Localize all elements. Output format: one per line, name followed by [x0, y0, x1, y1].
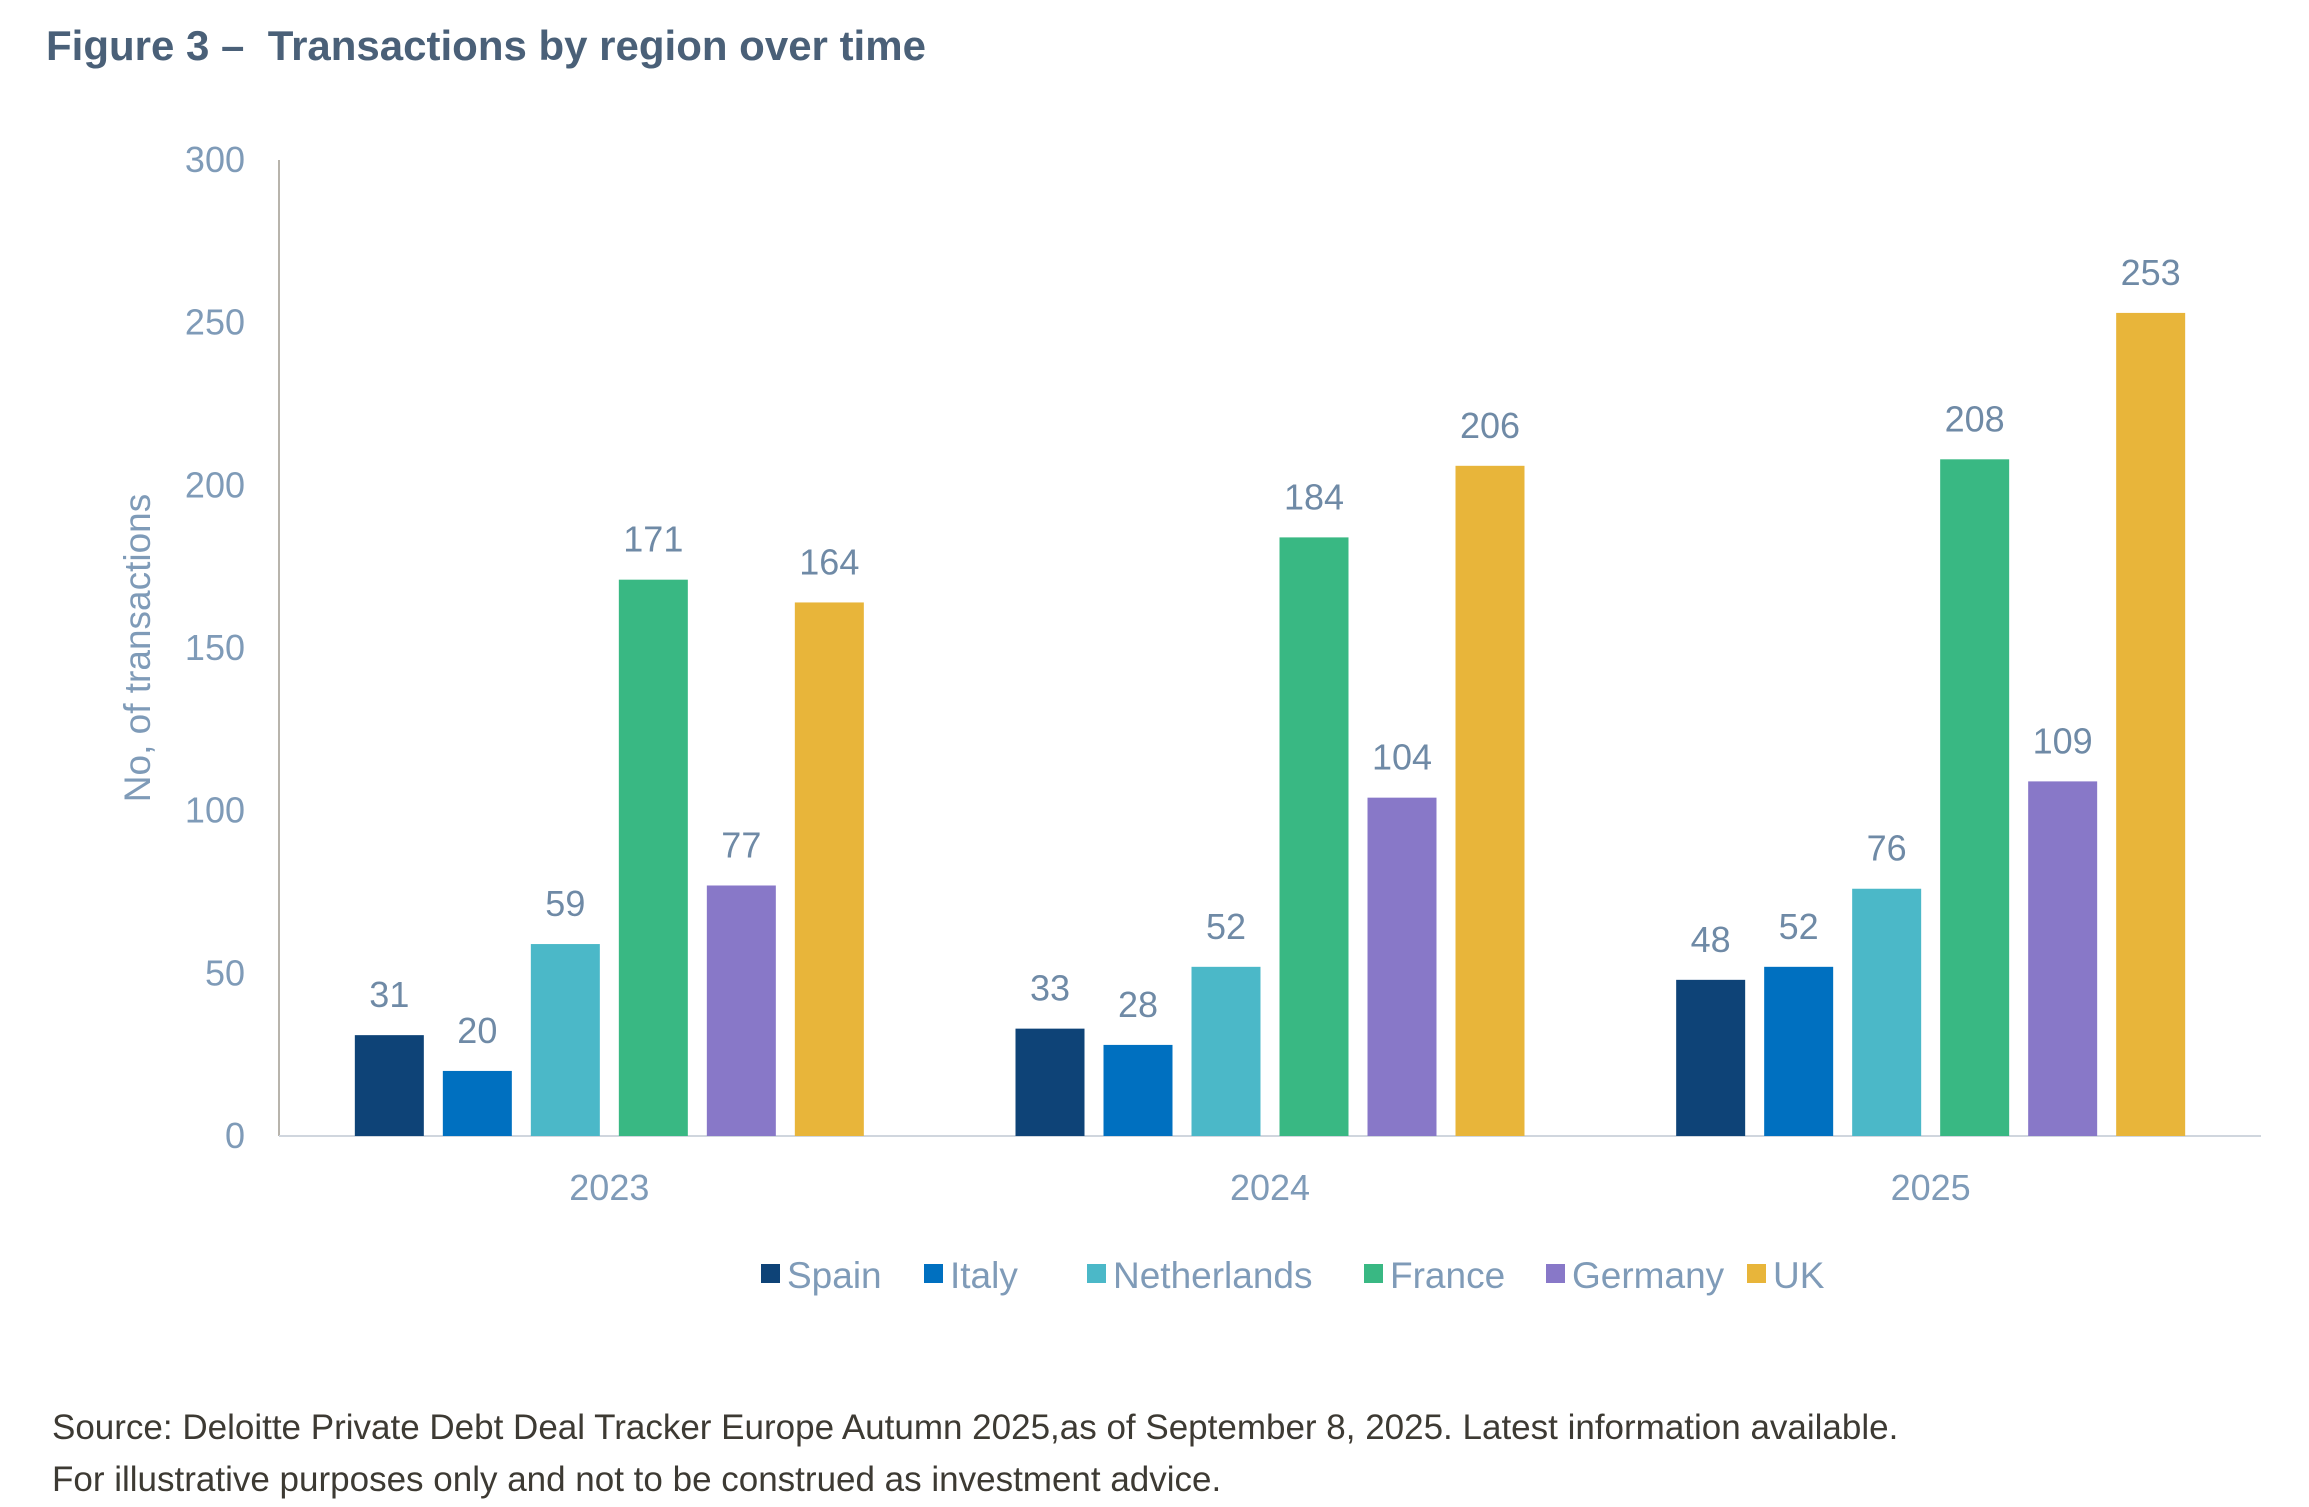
bar-france-2024	[1279, 537, 1349, 1136]
legend-swatch-france	[1364, 1264, 1383, 1283]
bar-uk-2025	[2116, 312, 2186, 1136]
data-label: 184	[1284, 476, 1344, 517]
bar-uk-2024	[1455, 465, 1525, 1136]
data-label: 31	[369, 974, 409, 1015]
y-tick-label: 250	[185, 302, 245, 343]
data-label: 164	[799, 541, 859, 582]
bar-spain-2025	[1676, 979, 1746, 1136]
legend-label-germany: Germany	[1572, 1255, 1725, 1296]
legend-label-france: France	[1390, 1255, 1505, 1296]
data-label: 52	[1779, 906, 1819, 947]
bar-italy-2025	[1764, 966, 1834, 1136]
source-note: Source: Deloitte Private Debt Deal Track…	[52, 1402, 1898, 1506]
legend-swatch-uk	[1747, 1264, 1766, 1283]
legend-swatch-italy	[924, 1264, 943, 1283]
data-label: 33	[1030, 968, 1070, 1009]
legend-swatch-netherlands	[1087, 1264, 1106, 1283]
data-label: 104	[1372, 737, 1432, 778]
data-label: 109	[2033, 720, 2093, 761]
data-label: 253	[2121, 252, 2181, 293]
bar-netherlands-2025	[1852, 888, 1922, 1136]
chart-title: Figure 3 – Transactions by region over t…	[46, 22, 926, 69]
bar-germany-2024	[1367, 797, 1437, 1136]
data-label: 52	[1206, 906, 1246, 947]
y-tick-label: 100	[185, 790, 245, 831]
data-label: 208	[1945, 398, 2005, 439]
bar-netherlands-2023	[530, 944, 600, 1136]
legend-label-spain: Spain	[787, 1255, 882, 1296]
y-tick-label: 300	[185, 139, 245, 180]
x-tick-label: 2025	[1891, 1167, 1971, 1208]
legend-label-uk: UK	[1773, 1255, 1825, 1296]
data-label: 171	[623, 519, 683, 560]
source-line-1: Source: Deloitte Private Debt Deal Track…	[52, 1408, 1899, 1447]
data-label: 20	[457, 1010, 497, 1051]
data-label: 76	[1867, 828, 1907, 869]
y-tick-label: 150	[185, 627, 245, 668]
bar-france-2025	[1940, 459, 2010, 1137]
data-label: 206	[1460, 405, 1520, 446]
y-tick-label: 0	[225, 1115, 245, 1156]
bar-spain-2023	[354, 1035, 424, 1136]
data-label: 48	[1691, 919, 1731, 960]
source-line-2: For illustrative purposes only and not t…	[52, 1460, 1222, 1499]
bar-germany-2023	[706, 885, 776, 1136]
data-label: 77	[721, 824, 761, 865]
legend-label-netherlands: Netherlands	[1113, 1255, 1313, 1296]
data-label: 28	[1118, 984, 1158, 1025]
bar-germany-2025	[2028, 781, 2098, 1136]
y-tick-label: 200	[185, 464, 245, 505]
y-axis-title: No, of transactions	[117, 494, 158, 802]
bar-italy-2024	[1103, 1044, 1173, 1136]
y-tick-label: 50	[205, 952, 245, 993]
legend-label-italy: Italy	[950, 1255, 1018, 1296]
bar-uk-2023	[794, 602, 864, 1136]
data-label: 59	[545, 883, 585, 924]
bar-italy-2023	[442, 1070, 512, 1136]
x-tick-label: 2024	[1230, 1167, 1310, 1208]
legend-swatch-germany	[1546, 1264, 1565, 1283]
bar-france-2023	[618, 579, 688, 1136]
bar-spain-2024	[1015, 1028, 1085, 1136]
bar-netherlands-2024	[1191, 966, 1261, 1136]
x-tick-label: 2023	[569, 1167, 649, 1208]
legend-swatch-spain	[761, 1264, 780, 1283]
